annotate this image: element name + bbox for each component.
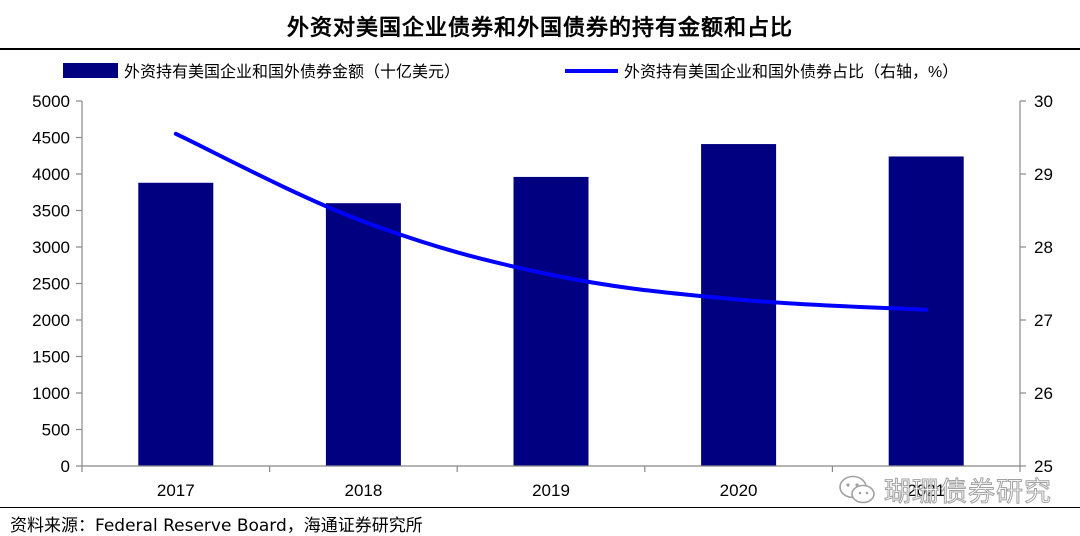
- bar: [701, 144, 777, 466]
- y-right-tick-label: 27: [1034, 311, 1053, 330]
- x-tick-label: 2019: [532, 481, 570, 500]
- y-right-tick-label: 28: [1034, 238, 1053, 257]
- y-left-tick-label: 500: [42, 421, 70, 440]
- x-tick-label: 2017: [157, 481, 195, 500]
- bar: [325, 203, 401, 466]
- y-right-tick-label: 30: [1034, 92, 1053, 111]
- y-right-tick-label: 26: [1034, 384, 1053, 403]
- y-left-tick-label: 5000: [32, 92, 70, 111]
- y-left-tick-label: 1000: [32, 384, 70, 403]
- y-left-tick-label: 0: [61, 457, 70, 476]
- y-left-tick-label: 2000: [32, 311, 70, 330]
- wechat-icon: [839, 475, 875, 503]
- chart-svg: 外资持有美国企业和国外债券金额（十亿美元） 外资持有美国企业和国外债券占比（右轴，…: [32, 63, 1053, 500]
- watermark: 瑚珊债券研究: [838, 470, 1052, 509]
- line-series: [173, 131, 929, 312]
- source-rule: [0, 507, 1080, 508]
- y-right-tick-label: 25: [1034, 457, 1053, 476]
- x-tick-label: 2018: [344, 481, 382, 500]
- y-left-tick-label: 4000: [32, 165, 70, 184]
- legend-bar-label: 外资持有美国企业和国外债券金额（十亿美元）: [124, 63, 460, 81]
- chart-title: 外资对美国企业债券和外国债券的持有金额和占比: [286, 16, 793, 41]
- y-left-tick-label: 1500: [32, 348, 70, 367]
- y-right-tick-label: 29: [1034, 165, 1053, 184]
- x-tick-label: 2021: [907, 481, 945, 500]
- bar: [138, 182, 214, 466]
- legend-line-label: 外资持有美国企业和国外债券占比（右轴，%）: [624, 63, 958, 81]
- y-left-tick-label: 2500: [32, 275, 70, 294]
- bar: [513, 176, 589, 467]
- legend-bar-swatch: [63, 63, 118, 78]
- title-rule: [0, 48, 1080, 50]
- source-note: 资料来源：Federal Reserve Board，海通证券研究所: [10, 516, 423, 536]
- x-tick-label: 2020: [720, 481, 758, 500]
- y-left-tick-label: 4500: [32, 129, 70, 148]
- y-left-tick-label: 3500: [32, 202, 70, 221]
- y-left-tick-label: 3000: [32, 238, 70, 257]
- watermark-text: 瑚珊债券研究: [884, 477, 1052, 509]
